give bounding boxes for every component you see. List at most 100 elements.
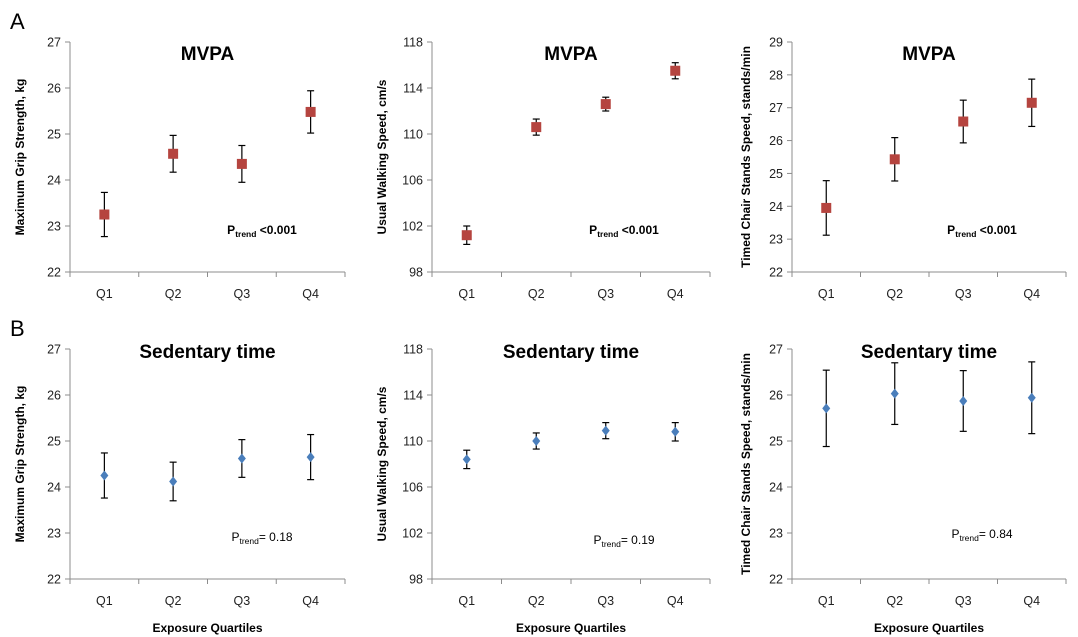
y-axis-label: Usual Walking Speed, cm/s [375,79,389,234]
data-point [889,154,900,165]
y-tick-label: 23 [769,527,783,541]
x-tick-label: Q4 [302,287,319,301]
chart-0-2: 22 23 24 25 26 27 28 29 Q1 Q2 Q3 Q4 MVPA Timed Chair … [739,36,1067,301]
x-axis-label: Exposure Quartiles [874,621,984,635]
x-tick-label: Q2 [886,287,903,301]
x-tick-label: Q3 [597,287,614,301]
y-tick-label: 26 [769,134,783,148]
data-point [1027,392,1036,403]
x-tick-label: Q2 [886,594,903,608]
p-trend-label: Ptrend <0.001 [227,223,297,239]
p-trend-label: Ptrend= 0.19 [593,533,654,549]
y-tick-label: 102 [402,527,423,541]
data-point [462,454,471,465]
y-tick-label: 118 [403,36,423,50]
y-axis-label: Usual Walking Speed, cm/s [375,386,389,541]
data-point [671,426,680,437]
y-tick-label: 27 [769,101,783,115]
chart-title: Sedentary time [503,342,639,363]
y-tick-label: 25 [769,167,783,181]
x-tick-label: Q2 [165,594,182,608]
y-tick-label: 23 [47,220,61,234]
chart-1-1: 98 102 106 110 114 118 Q1 Q2 Q3 Q4 Sedentary time U… [375,342,711,635]
y-tick-label: 25 [47,435,61,449]
y-tick-label: 22 [47,266,61,280]
y-tick-label: 22 [47,573,61,587]
data-point [305,106,316,117]
chart-title: MVPA [181,44,235,65]
x-tick-label: Q3 [234,594,251,608]
y-tick-label: 26 [769,389,783,403]
data-point [236,158,247,169]
chart-0-1: 98 102 106 110 114 118 Q1 Q2 Q3 Q4 MVPA Usual Walki… [375,36,711,301]
p-trend-label: Ptrend= 0.84 [951,527,1012,543]
chart-title: MVPA [902,44,956,65]
data-point [821,202,832,213]
x-tick-label: Q4 [667,287,684,301]
y-tick-label: 27 [47,343,61,357]
y-tick-label: 27 [47,36,61,50]
data-point [890,388,899,399]
x-tick-label: Q4 [1023,594,1040,608]
y-tick-label: 26 [47,389,61,403]
chart-1-2: 22 23 24 25 26 27 Q1 Q2 Q3 Q4 Sedentary time Timed … [739,342,1067,635]
data-point [959,395,968,406]
x-tick-label: Q3 [234,287,251,301]
y-tick-label: 24 [769,481,783,495]
y-tick-label: 25 [769,435,783,449]
y-tick-label: 29 [769,36,783,50]
y-axis-label: Maximum Grip Strength, kg [13,386,27,543]
x-tick-label: Q3 [955,287,972,301]
chart-title: Sedentary time [861,342,997,363]
y-tick-label: 106 [402,174,423,188]
data-point [306,452,315,463]
x-tick-label: Q4 [667,594,684,608]
x-tick-label: Q3 [597,594,614,608]
y-tick-label: 26 [47,82,61,96]
x-axis-label: Exposure Quartiles [152,621,262,635]
chart-0-0: 22 23 24 25 26 27 Q1 Q2 Q3 Q4 MVPA Maximum Grip Str… [13,36,346,301]
x-tick-label: Q3 [955,594,972,608]
y-tick-label: 23 [47,527,61,541]
x-tick-label: Q1 [96,287,113,301]
x-tick-label: Q1 [458,594,475,608]
y-tick-label: 98 [409,266,423,280]
x-axis-label: Exposure Quartiles [516,621,626,635]
y-tick-label: 102 [402,220,423,234]
y-tick-label: 24 [47,174,61,188]
x-tick-label: Q2 [528,594,545,608]
panel-letter-a: A [10,9,25,34]
charts-group: 22 23 24 25 26 27 Q1 Q2 Q3 Q4 MVPA Maximum Grip Str… [13,36,1067,635]
y-tick-label: 24 [47,481,61,495]
y-tick-label: 98 [409,573,423,587]
data-point [237,453,246,464]
y-tick-label: 114 [403,82,423,96]
panel-letter-b: B [10,316,25,341]
data-point [532,436,541,446]
data-point [461,230,472,241]
data-point [601,425,610,436]
x-tick-label: Q1 [818,594,835,608]
x-tick-label: Q4 [1023,287,1040,301]
data-point [168,148,179,159]
x-tick-label: Q2 [528,287,545,301]
p-trend-label: Ptrend <0.001 [589,223,659,239]
y-tick-label: 24 [769,200,783,214]
y-tick-label: 110 [403,435,423,449]
chart-title: MVPA [544,44,598,65]
data-point [1026,97,1037,108]
data-point [100,470,109,481]
chart-1-0: 22 23 24 25 26 27 Q1 Q2 Q3 Q4 Sedentary time Maximu… [13,342,346,635]
y-tick-label: 106 [402,481,423,495]
chart-title: Sedentary time [139,342,275,363]
x-tick-label: Q1 [818,287,835,301]
y-tick-label: 23 [769,233,783,247]
y-tick-label: 22 [769,266,783,280]
y-tick-label: 28 [769,68,783,82]
y-axis-label: Timed Chair Stands Speed, stands/min [739,46,753,268]
data-point [531,122,542,133]
x-tick-label: Q4 [302,594,319,608]
data-point [670,65,681,76]
p-trend-label: Ptrend <0.001 [947,223,1017,239]
x-tick-label: Q1 [458,287,475,301]
